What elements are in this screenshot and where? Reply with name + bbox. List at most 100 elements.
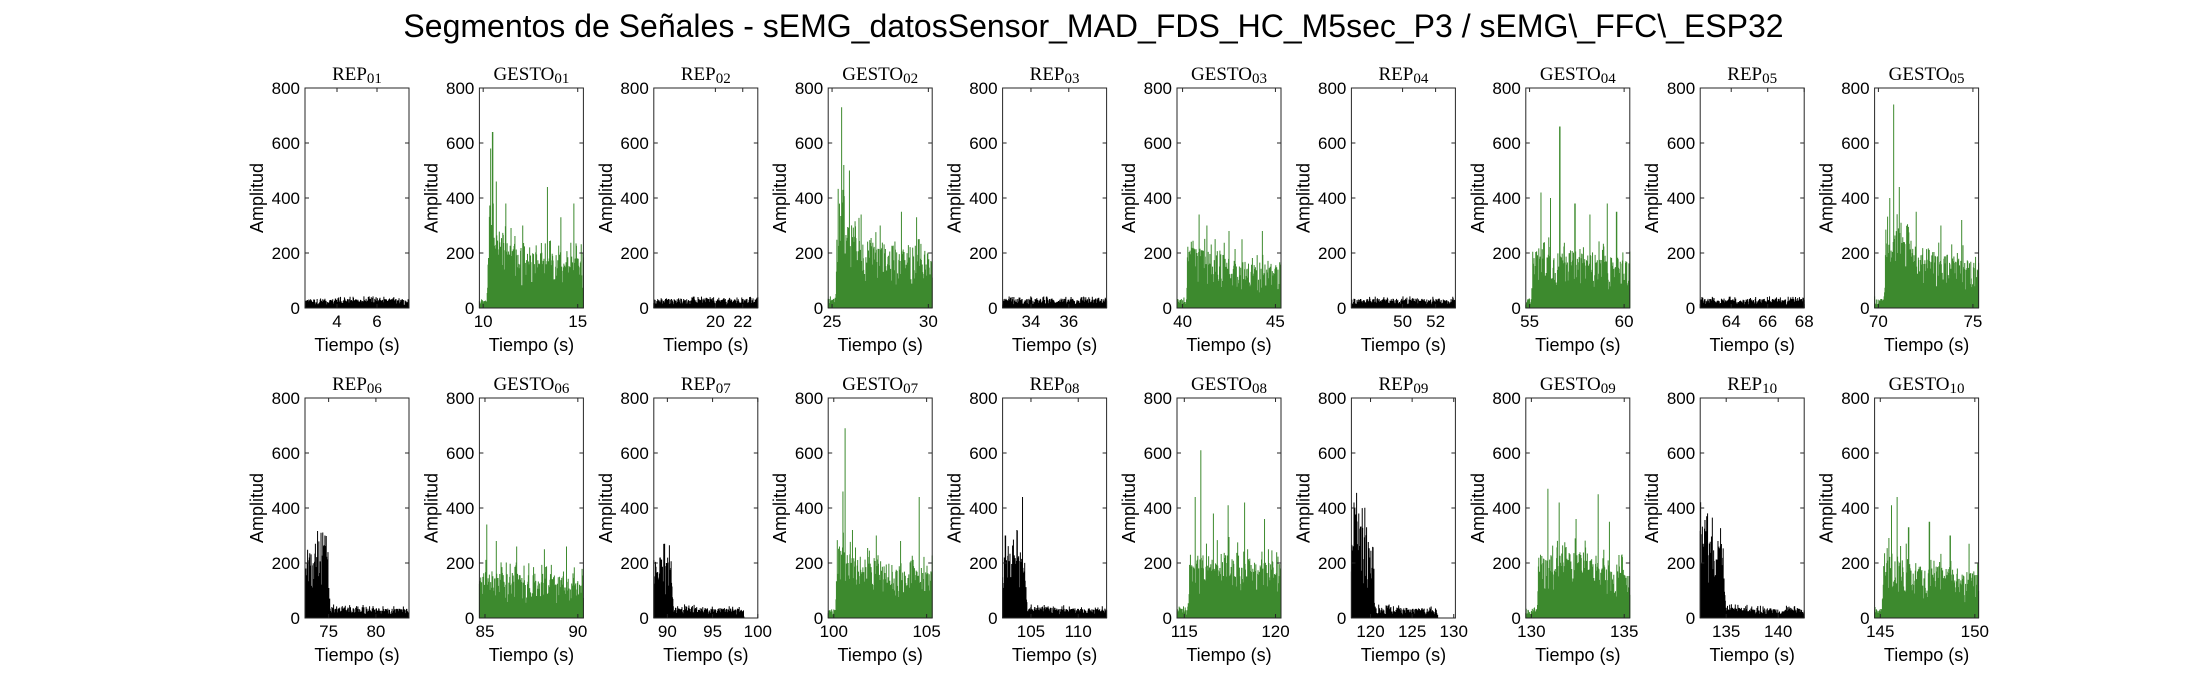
y-tick-label: 200: [1144, 244, 1172, 263]
y-tick-label: 600: [1841, 134, 1869, 153]
x-tick-label: 15: [568, 312, 587, 331]
x-tick-label: 135: [1610, 622, 1638, 641]
axes-frame: [1699, 87, 1805, 309]
subplot-gesto-10: 0 200 400 600 800 145 150 Tiempo (s) Amplitud GES…: [1817, 374, 1989, 665]
x-tick-label: 25: [823, 312, 842, 331]
y-tick-label: 800: [969, 79, 997, 98]
subplot-title: REP06: [332, 374, 382, 397]
x-tick-label: 100: [744, 622, 772, 641]
x-tick-label: 115: [1171, 622, 1198, 641]
y-tick-label: 600: [1667, 444, 1695, 463]
y-tick-label: 400: [1492, 189, 1520, 208]
axes-frame: [1002, 87, 1108, 309]
y-tick-label: 400: [1841, 499, 1869, 518]
subplot-rep-01: 0 200 400 600 800 4 6 Tiempo (s) Amplitud REP01: [247, 64, 410, 355]
x-tick-label: 95: [703, 622, 722, 641]
y-tick-label: 800: [446, 79, 474, 98]
y-tick-label: 0: [639, 609, 648, 628]
signal-trace: [1874, 104, 1980, 308]
subplot-gesto-07: 0 200 400 600 800 100 105 Tiempo (s) Amplitud GES…: [770, 374, 941, 665]
y-axis-label: Amplitud: [596, 473, 616, 543]
y-tick-label: 800: [1144, 389, 1172, 408]
x-tick-label: 105: [912, 622, 940, 641]
y-tick-label: 200: [446, 244, 474, 263]
subplot-rep-06: 0 200 400 600 800 75 80 Tiempo (s) Amplitud REP06: [247, 374, 410, 665]
y-tick-label: 400: [272, 499, 300, 518]
subplot-title: GESTO10: [1889, 374, 1965, 397]
subplot-title: GESTO07: [842, 374, 918, 397]
x-axis-label: Tiempo (s): [1012, 335, 1097, 355]
signal-trace: [1699, 296, 1805, 308]
subplot-title: GESTO03: [1191, 64, 1267, 87]
x-tick-label: 120: [1261, 622, 1289, 641]
y-tick-label: 200: [272, 244, 300, 263]
y-tick-label: 0: [814, 609, 823, 628]
signal-trace: [653, 543, 745, 618]
x-tick-label: 120: [1356, 622, 1384, 641]
x-tick-label: 6: [372, 312, 381, 331]
subplot-rep-04: 0 200 400 600 800 50 52 Tiempo (s) Amplitud REP04: [1293, 64, 1456, 355]
x-axis-label: Tiempo (s): [489, 645, 574, 665]
subplot-title: REP10: [1727, 374, 1777, 397]
y-axis-label: Amplitud: [1817, 163, 1837, 233]
y-tick-label: 800: [272, 389, 300, 408]
signal-trace: [827, 107, 933, 308]
y-tick-label: 0: [465, 609, 474, 628]
y-tick-label: 400: [1318, 189, 1346, 208]
y-tick-label: 600: [969, 444, 997, 463]
x-axis-label: Tiempo (s): [1535, 645, 1620, 665]
x-axis-label: Tiempo (s): [1535, 335, 1620, 355]
subplot-gesto-01: 0 200 400 600 800 10 15 Tiempo (s) Amplitud GESTO…: [421, 64, 587, 355]
y-axis-label: Amplitud: [596, 163, 616, 233]
subplot-title: REP03: [1030, 64, 1080, 87]
subplot-title: REP02: [681, 64, 731, 87]
y-tick-label: 600: [795, 444, 823, 463]
y-tick-label: 200: [446, 554, 474, 573]
y-tick-label: 400: [446, 189, 474, 208]
subplot-gesto-05: 0 200 400 600 800 70 75 Tiempo (s) Amplitud GESTO…: [1817, 64, 1983, 355]
y-tick-label: 600: [1492, 134, 1520, 153]
x-tick-label: 55: [1520, 312, 1539, 331]
y-tick-label: 0: [814, 299, 823, 318]
y-tick-label: 600: [1318, 444, 1346, 463]
subplot-title: REP04: [1378, 64, 1428, 87]
y-axis-label: Amplitud: [247, 163, 267, 233]
x-axis-label: Tiempo (s): [1186, 335, 1271, 355]
y-tick-label: 600: [620, 134, 648, 153]
x-tick-label: 80: [366, 622, 385, 641]
y-axis-label: Amplitud: [1468, 163, 1488, 233]
y-axis-label: Amplitud: [1293, 163, 1313, 233]
signal-trace: [1350, 296, 1456, 308]
subplot-rep-07: 0 200 400 600 800 90 95 100 Tiempo (s) Amplitud RE…: [596, 374, 772, 665]
y-tick-label: 800: [1667, 389, 1695, 408]
y-axis-label: Amplitud: [1642, 473, 1662, 543]
subplot-gesto-08: 0 200 400 600 800 115 120 Tiempo (s) Amplitud GES…: [1119, 374, 1290, 665]
y-tick-label: 0: [988, 299, 997, 318]
x-axis-label: Tiempo (s): [1186, 645, 1271, 665]
x-tick-label: 4: [332, 312, 341, 331]
y-tick-label: 200: [1841, 244, 1869, 263]
y-tick-label: 0: [465, 299, 474, 318]
y-tick-label: 400: [1667, 499, 1695, 518]
y-tick-label: 600: [1144, 134, 1172, 153]
x-tick-label: 30: [919, 312, 938, 331]
subplot-title: GESTO08: [1191, 374, 1267, 397]
signal-trace: [478, 524, 584, 618]
y-tick-label: 800: [1318, 389, 1346, 408]
signal-trace: [653, 296, 759, 308]
y-tick-label: 200: [620, 554, 648, 573]
subplot-gesto-02: 0 200 400 600 800 25 30 Tiempo (s) Amplitud GESTO…: [770, 64, 938, 355]
y-axis-label: Amplitud: [247, 473, 267, 543]
y-tick-label: 400: [969, 189, 997, 208]
x-tick-label: 150: [1961, 622, 1989, 641]
x-tick-label: 52: [1426, 312, 1445, 331]
subplot-gesto-04: 0 200 400 600 800 55 60 Tiempo (s) Amplitud GESTO…: [1468, 64, 1634, 355]
y-tick-label: 800: [620, 79, 648, 98]
axes-frame: [304, 87, 410, 309]
y-tick-label: 0: [291, 299, 300, 318]
y-axis-label: Amplitud: [1119, 163, 1139, 233]
axes-frame: [1350, 87, 1456, 309]
y-tick-label: 600: [272, 444, 300, 463]
subplot-title: REP01: [332, 64, 382, 87]
